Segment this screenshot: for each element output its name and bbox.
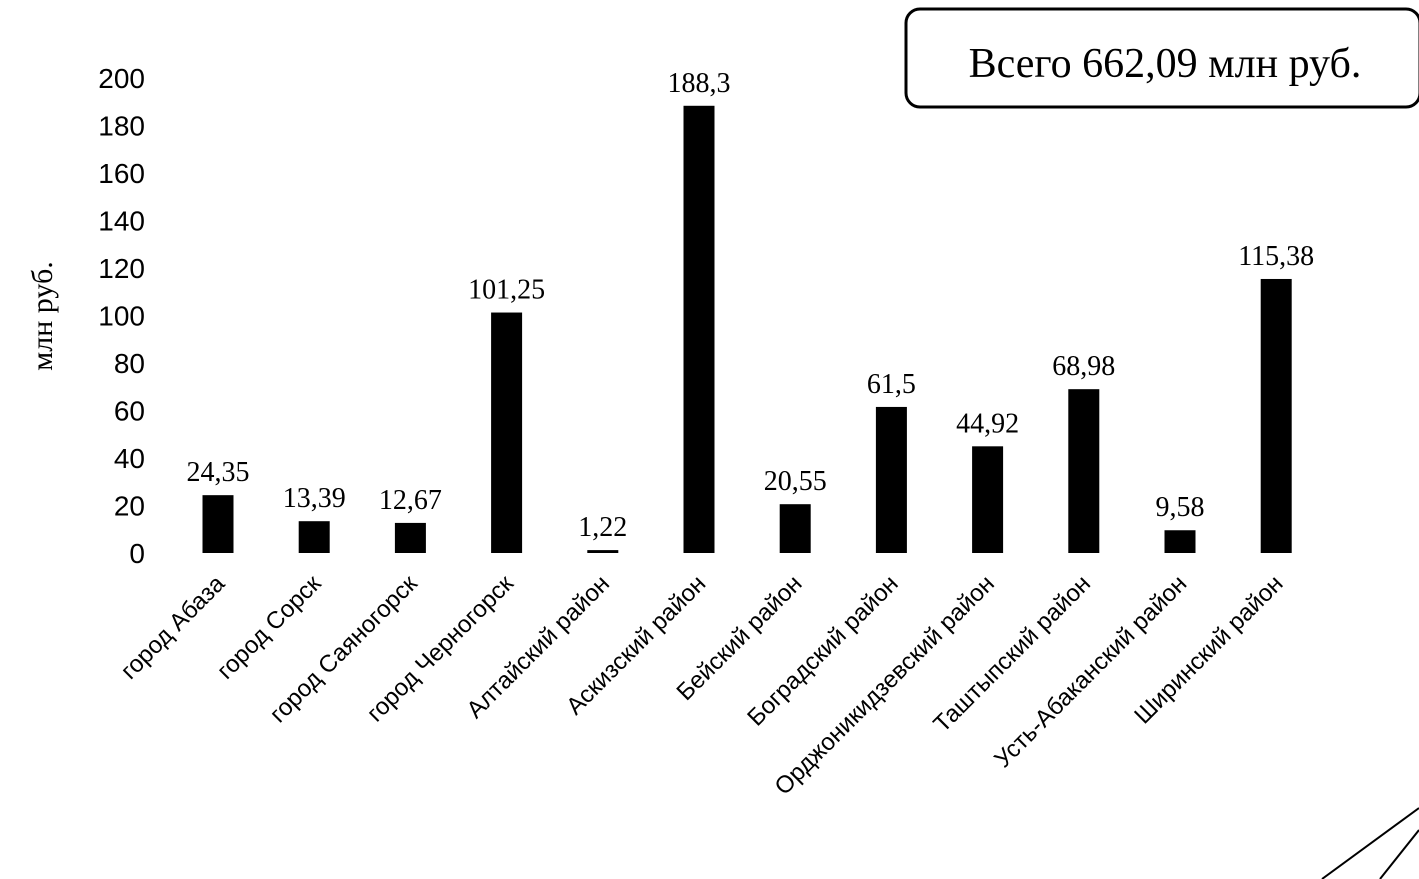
value-labels: 24,35 13,39 12,67 101,25 1,22 188,3 20,55 61,5 4… (187, 68, 1315, 543)
value-label: 101,25 (468, 275, 545, 306)
y-axis-label: млн руб. (26, 261, 59, 370)
value-label: 188,3 (668, 68, 731, 99)
bar (683, 105, 715, 553)
bar (1164, 530, 1196, 553)
value-label: 9,58 (1156, 492, 1205, 523)
value-label: 13,39 (283, 483, 346, 514)
bar (491, 312, 523, 553)
total-box: Всего 662,09 млн руб. (904, 7, 1419, 109)
value-label: 68,98 (1052, 351, 1115, 382)
y-tick-label: 200 (98, 63, 145, 94)
y-tick-label: 0 (129, 538, 145, 569)
category-label: Таштыпский район (928, 570, 1096, 738)
value-label: 61,5 (867, 369, 916, 400)
y-tick-labels: 0 20 40 60 80 100 120 140 160 180 200 (98, 63, 145, 569)
total-box-frame (904, 7, 1419, 109)
y-tick-label: 140 (98, 206, 145, 237)
total-text: Всего 662,09 млн руб. (969, 41, 1362, 87)
value-label: 1,22 (578, 512, 627, 543)
bar (779, 504, 811, 553)
value-label: 115,38 (1238, 241, 1314, 272)
bar (202, 495, 234, 553)
y-tick-label: 60 (114, 396, 145, 427)
bars (202, 105, 1292, 553)
bar (972, 446, 1004, 553)
value-label: 24,35 (187, 457, 250, 488)
value-label: 44,92 (956, 408, 1019, 439)
y-tick-label: 100 (98, 301, 145, 332)
bar (298, 521, 330, 553)
bar (1068, 389, 1100, 553)
y-tick-label: 20 (114, 491, 145, 522)
y-tick-label: 160 (98, 158, 145, 189)
bar (587, 550, 619, 553)
y-tick-label: 180 (98, 111, 145, 142)
bar (875, 406, 907, 553)
value-label: 20,55 (764, 466, 827, 497)
y-tick-label: 40 (114, 443, 145, 474)
bar (394, 522, 426, 553)
y-tick-label: 80 (114, 348, 145, 379)
value-label: 12,67 (379, 485, 442, 516)
bar (1260, 278, 1292, 553)
category-label: Усть-Абаканский район (989, 570, 1192, 773)
y-tick-label: 120 (98, 253, 145, 284)
page-corner-curl (1321, 807, 1419, 879)
